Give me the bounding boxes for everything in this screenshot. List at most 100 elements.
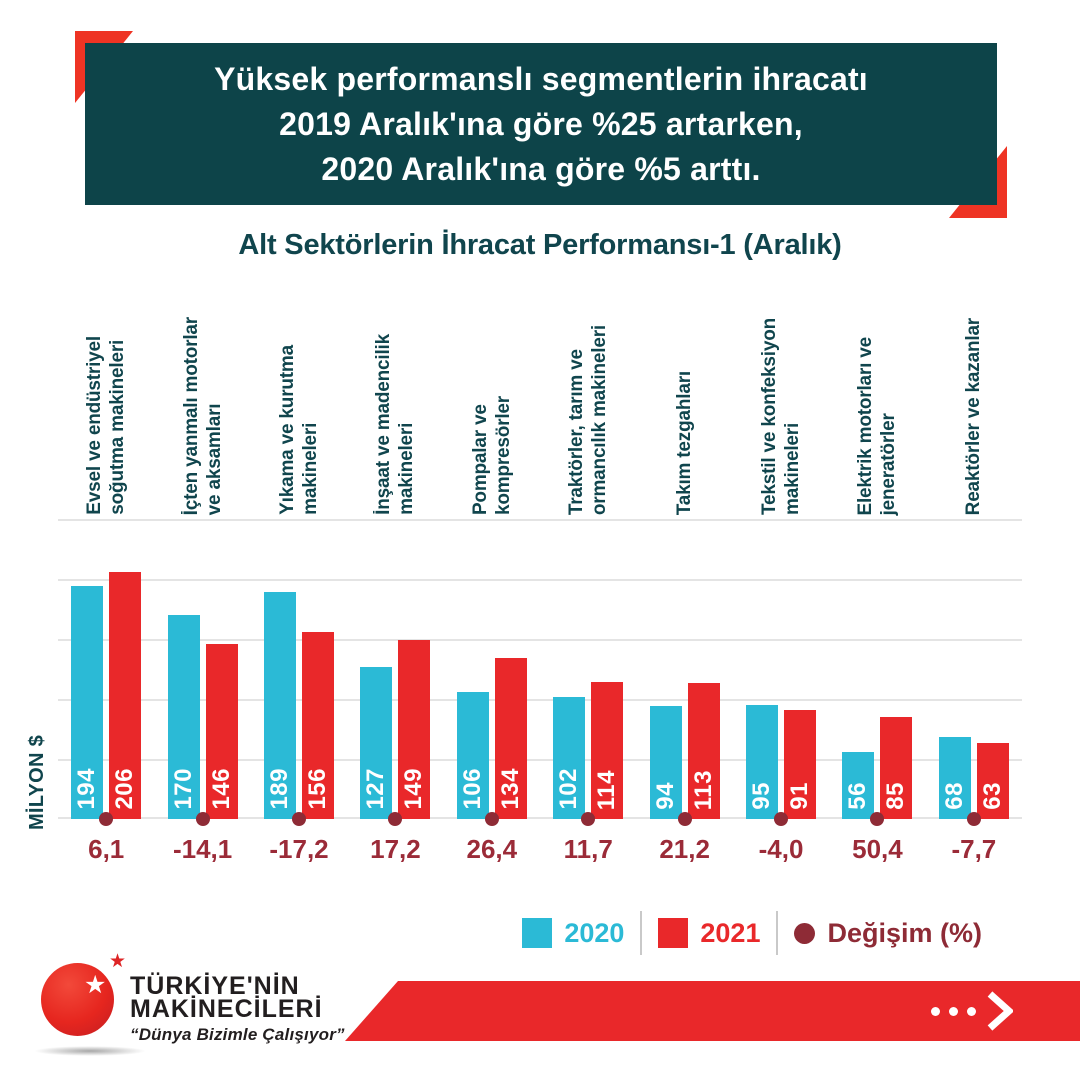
- category-label-cell: Elektrik motorları ve jeneratörler: [829, 287, 925, 516]
- chevron-right-icon: [987, 991, 1013, 1031]
- bar-value-label: 94: [651, 782, 679, 810]
- bar-2021: 134: [494, 658, 527, 819]
- change-value: 50,4: [852, 834, 903, 864]
- ellipsis-dots-icon: [949, 1006, 958, 1016]
- star-icon: ★: [109, 950, 127, 972]
- brand-tagline: “Dünya Bizimle Çalışıyor”: [130, 1025, 345, 1044]
- legend-separator: [640, 911, 643, 955]
- change-dot: [870, 812, 885, 826]
- bar-value-label: 194: [73, 768, 101, 810]
- category-label: Yıkama ve kurutma makineleri: [277, 345, 322, 515]
- category-label-cell: Tekstil ve konfeksiyon makineleri: [733, 287, 829, 515]
- bar-value-label: 91: [786, 782, 813, 810]
- chart-title: Alt Sektörlerin İhracat Performansı-1 (A…: [238, 229, 842, 261]
- category-label: İçten yanmalı motorlar ve aksamları: [180, 316, 225, 515]
- ellipsis-dots-icon: [967, 1006, 976, 1016]
- bar-value-label: 134: [496, 768, 524, 810]
- bar-value-label: 106: [458, 768, 486, 810]
- bar-2020: 127: [360, 666, 393, 819]
- category-label: Pompalar ve kompresörler: [469, 395, 514, 515]
- bar-2021: 149: [398, 640, 431, 819]
- bar-2020: 102: [553, 696, 586, 819]
- bar-value-label: 113: [689, 769, 717, 810]
- bar-2021: 85: [880, 717, 913, 819]
- category-label: Tekstil ve konfeksiyon makineleri: [759, 318, 804, 515]
- brand-logo-circle: [41, 963, 114, 1036]
- change-value: -14,1: [172, 834, 233, 864]
- change-value: -7,7: [951, 834, 997, 864]
- bar-value-label: 85: [882, 782, 910, 810]
- bar-2020: 106: [456, 691, 489, 819]
- legend: 2020 2021 Değişim (%): [0, 911, 982, 955]
- change-percent-row: 6,1 -14,1 -17,2 17,2 26,4 11,7 21,2 -4,0 50,4 -7,…: [58, 834, 1022, 865]
- category-label: İnşaat ve madencilik makineleri: [373, 334, 418, 515]
- change-value: -4,0: [758, 834, 804, 864]
- bar-value-label: 63: [978, 782, 1006, 810]
- gridline: [58, 817, 1022, 819]
- header-line-3: 2020 Aralık'ına göre %5 arttı.: [321, 150, 761, 187]
- legend-label: 2021: [700, 917, 761, 948]
- footer-banner: [398, 981, 1080, 1041]
- change-dot: [99, 812, 114, 826]
- header-line-1: Yüksek performanslı segmentlerin ihracat…: [214, 60, 868, 97]
- bar-2021: 114: [591, 682, 624, 819]
- category-label-cell: Takım tezgahları: [636, 287, 732, 515]
- change-value: 21,2: [659, 834, 710, 864]
- bar-2021: 91: [784, 709, 816, 819]
- bar-2020: 170: [167, 615, 200, 819]
- category-label: Reaktörler ve kazanlar: [963, 317, 985, 515]
- bar-2020: 56: [842, 751, 875, 819]
- bar-value-label: 189: [266, 768, 293, 810]
- change-dot: [774, 812, 788, 826]
- bar-value-label: 95: [748, 782, 775, 810]
- bar-value-label: 170: [169, 768, 197, 810]
- change-dot: [484, 812, 499, 826]
- logo-shadow: [34, 1046, 146, 1056]
- bar-value-label: 68: [940, 782, 968, 810]
- category-label-cell: İçten yanmalı motorlar ve aksamları: [154, 287, 250, 515]
- legend-item-2: 2021: [658, 918, 760, 949]
- legend-item-3: Değişim (%): [794, 918, 982, 949]
- category-label: Evsel ve endüstriyel soğutma makineleri: [84, 336, 129, 515]
- legend-square-swatch: [658, 918, 689, 948]
- legend-label: 2020: [564, 917, 625, 948]
- category-label: Traktörler, tarım ve ormancılık makinele…: [566, 324, 611, 515]
- legend-label: Değişim (%): [827, 917, 982, 948]
- category-label-cell: Pompalar ve kompresörler: [444, 287, 540, 515]
- bar-value-label: 206: [111, 768, 139, 810]
- gridline: [58, 519, 1022, 521]
- category-label: Takım tezgahları: [674, 370, 696, 515]
- change-value: -17,2: [269, 834, 329, 864]
- bar-value-label: 149: [400, 768, 428, 810]
- bar-2020: 68: [938, 737, 971, 819]
- header-line-2: 2019 Aralık'ına göre %25 artarken,: [279, 105, 803, 142]
- bar-2021: 156: [302, 631, 334, 819]
- change-dot: [581, 812, 596, 826]
- legend-item-1: 2020: [522, 918, 624, 949]
- gridline: [58, 759, 1022, 761]
- category-label-cell: Reaktörler ve kazanlar: [926, 287, 1022, 515]
- bar-value-label: 146: [207, 768, 235, 810]
- change-dot: [966, 812, 981, 826]
- ellipsis-dots-icon: [931, 1006, 940, 1016]
- gridline: [58, 579, 1022, 581]
- bar-2021: 63: [976, 743, 1009, 819]
- brand-name-line1: TÜRKİYE'NİN: [130, 972, 300, 1000]
- category-label-cell: İnşaat ve madencilik makineleri: [347, 287, 443, 515]
- category-labels-row: Evsel ve endüstriyel soğutma makineleri İ…: [58, 287, 1022, 515]
- change-value: 26,4: [466, 834, 518, 864]
- plot-area: 194 206 170 146 189 156 127 149 106 134 102 114 94 11…: [58, 519, 1022, 826]
- bar-2020: 189: [264, 592, 296, 819]
- bar-value-label: 102: [555, 768, 583, 810]
- header-banner: Yüksek performanslı segmentlerin ihracat…: [85, 43, 997, 205]
- bar-2020: 94: [649, 706, 682, 819]
- legend-dot-swatch: [794, 922, 816, 944]
- bar-2021: 146: [205, 643, 238, 819]
- change-value: 11,7: [563, 834, 613, 864]
- brand-name-line2: MAKİNECİLERİ: [130, 995, 323, 1023]
- change-value: 17,2: [370, 834, 421, 864]
- gridline: [58, 639, 1022, 641]
- footer-banner-slant: [345, 981, 398, 1041]
- bar-2020: 95: [746, 705, 778, 819]
